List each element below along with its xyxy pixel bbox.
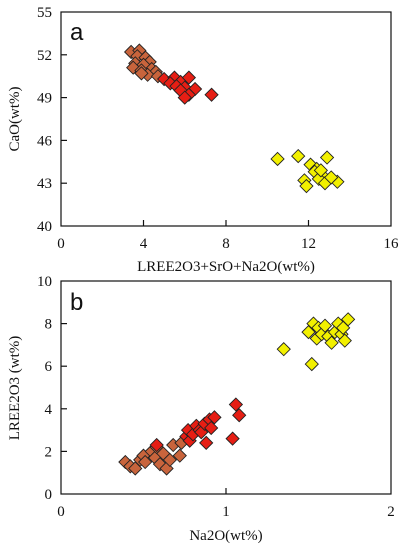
panel-a-series-3-point [319,150,335,165]
panel-b-xtick-label: 2 [387,504,395,520]
panel-a-ytick-label: 43 [37,176,52,192]
panel-b-series-3-point [340,312,356,327]
panel-b-ticks [61,323,227,494]
panel-a-series-3-point [291,148,306,164]
panel-b-ytick-label: 0 [45,487,53,503]
panel-b-series-3-point [304,356,319,372]
panel-b-series-3-point [317,318,333,333]
panel-b-series-3-point [337,333,352,348]
panel-b-series-2-point [225,431,240,446]
panel-a-xtick-label: 16 [384,236,400,252]
panel-b-ytick-label: 6 [45,359,53,375]
panel-a-ytick-label: 46 [37,133,53,149]
panel-a-ytick-label: 55 [37,5,52,21]
panel-a-xtick-label: 0 [57,236,65,252]
panel-b-series-2-point [207,410,222,425]
panel-b-letter: b [70,289,83,316]
panel-a-ylabel: CaO(wt%) [7,87,23,152]
panel-b-ytick-label: 8 [45,317,53,333]
panel-a-ytick-label: 40 [37,219,52,235]
panel-a-xtick-label: 4 [140,236,148,252]
panel-a-xtick-label: 8 [222,236,230,252]
panel-a-series-2-point [181,70,197,85]
panel-b-series-1-point [172,448,187,463]
panel-a-frame [60,11,392,227]
panel-a-markers [123,43,345,194]
panel-b-tick-labels: 0 1 2 0 2 4 6 8 10 [37,274,395,520]
panel-b-plot: 0 1 2 0 2 4 6 8 10 b Na2O(wt%) LREE2O3 (wt%) [7,274,395,544]
panel-a-series-3-point [270,151,285,167]
panel-b-series-3-point [276,342,291,357]
panel-a-ytick-label: 49 [37,91,52,107]
panel-b-series-2-point [199,435,214,451]
panel-b-xlabel: Na2O(wt%) [189,528,262,544]
panel-b-series-3-point [324,335,339,350]
panel-a-letter: a [70,19,84,46]
panel-a-ytick-label: 52 [37,48,52,64]
panel-b-markers [118,312,356,476]
panel-a-series-3-point [299,178,314,194]
panel-a-series-3-point [324,170,339,185]
panel-a-xtick-label: 12 [301,236,316,252]
panel-a-series-2-point [177,90,192,105]
panel-b-xtick-label: 0 [57,504,65,520]
panel-b-series-2-point [232,408,247,423]
panel-b-xtick-label: 1 [222,504,230,520]
panel-a-xlabel: LREE2O3+SrO+Na2O(wt%) [137,259,315,275]
panel-b-series-2-point [204,420,219,436]
panel-b-frame [60,280,392,495]
panel-b-series-1-point [138,454,153,470]
panel-a-series-2-point [204,87,219,102]
panel-a-series-1-point [134,66,149,81]
panel-b-ytick-label: 4 [45,402,53,418]
panel-b-ytick-label: 2 [45,444,53,460]
panel-b-ylabel: LREE2O3 (wt%) [7,336,23,441]
panel-a-series-3-point [313,163,329,178]
panel-a-plot: 0 4 8 12 16 40 43 46 49 52 55 a LREE2O3+SrO+Na2O(w… [7,5,399,275]
panel-b-ytick-label: 10 [37,274,52,290]
panel-b-series-2-point [149,437,164,453]
panel-b-series-1-point [162,452,178,468]
panel-a-ticks [61,54,310,226]
panel-a-tick-labels: 0 4 8 12 16 40 43 46 49 52 55 [37,5,399,252]
panel-b-series-2-point [228,397,244,412]
